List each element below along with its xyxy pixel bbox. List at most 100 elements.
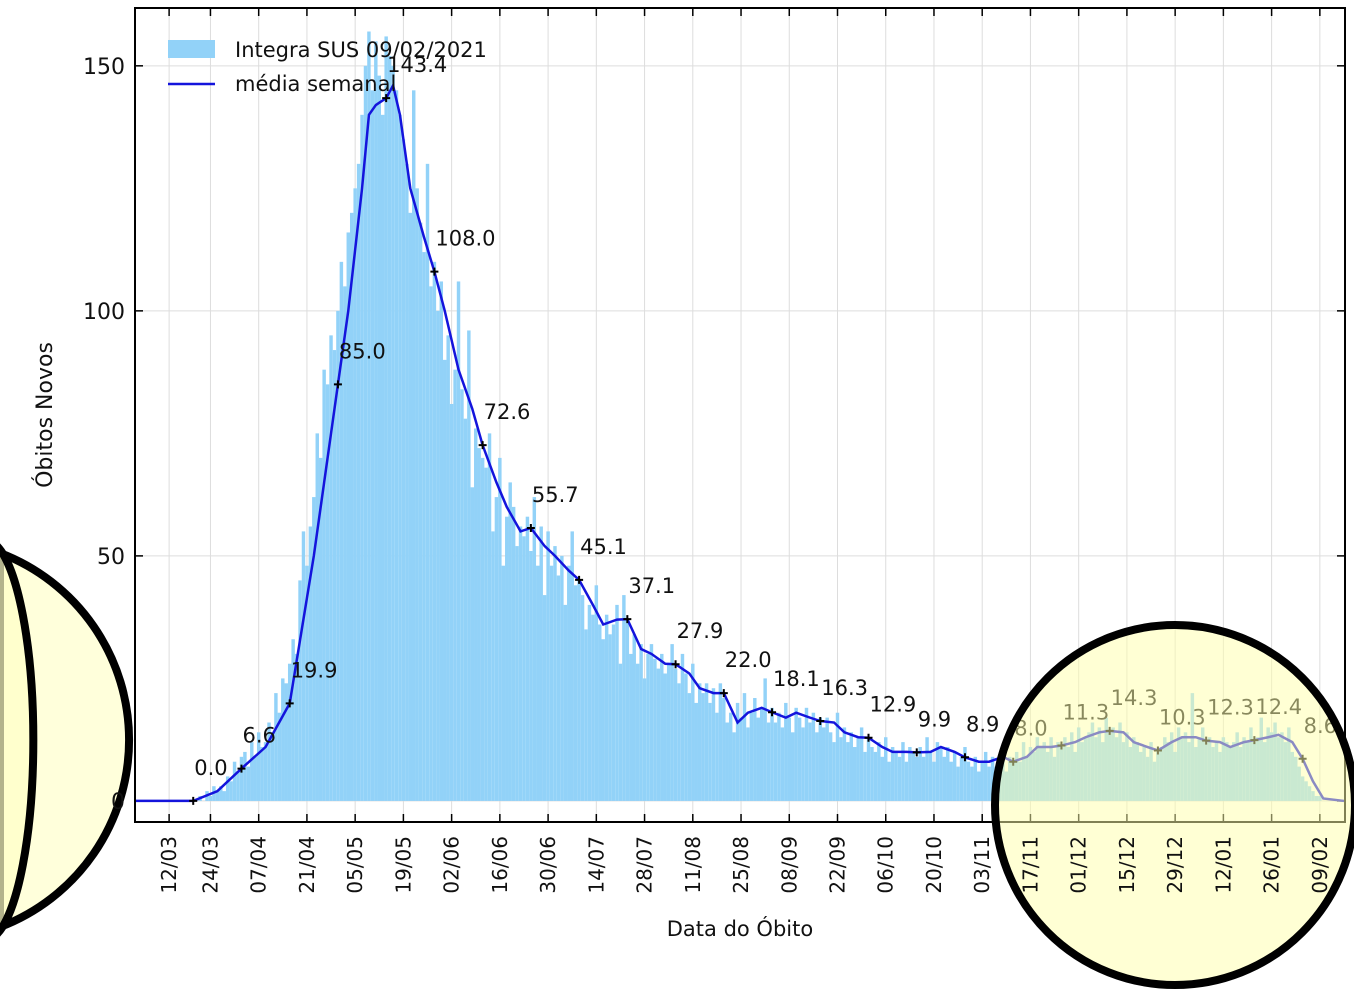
bar [246, 766, 251, 801]
bar [673, 668, 678, 801]
bar [773, 722, 778, 801]
bar [232, 761, 237, 801]
marker [285, 699, 294, 708]
bar [291, 639, 295, 801]
bar [952, 751, 957, 801]
bar [884, 737, 888, 801]
marker [912, 748, 921, 757]
bar [467, 330, 471, 801]
bar [356, 163, 361, 801]
marker [237, 764, 246, 773]
bar [780, 727, 785, 801]
bar [677, 683, 681, 801]
bar [391, 65, 395, 801]
bar [632, 634, 636, 801]
bar [281, 678, 285, 801]
bar [573, 585, 578, 801]
highlight-circle [0, 543, 38, 937]
bar [853, 747, 857, 801]
bar [711, 688, 716, 801]
bar [956, 766, 960, 801]
bar [990, 756, 995, 801]
bar [219, 786, 223, 801]
bar [518, 526, 523, 801]
bar [387, 56, 392, 801]
bar [684, 673, 688, 801]
bar [501, 565, 506, 801]
x-tick-label: 17/11 [1018, 836, 1042, 894]
x-tick-label: 12/03 [157, 836, 181, 894]
bar [532, 497, 537, 801]
marker [816, 717, 825, 726]
bar [215, 791, 220, 801]
bar [243, 751, 247, 801]
bar [942, 756, 947, 801]
bar [701, 693, 705, 801]
bar [742, 693, 747, 801]
bar [308, 526, 313, 801]
bar [759, 707, 764, 801]
data-label: 37.1 [628, 574, 675, 598]
bar [842, 727, 847, 801]
bar [611, 624, 616, 801]
bar [556, 575, 561, 801]
bar [687, 693, 692, 801]
bar [949, 761, 953, 801]
bar [598, 624, 602, 801]
bar [639, 644, 643, 801]
marker [768, 708, 777, 717]
bar [704, 683, 709, 801]
data-label: 19.9 [291, 658, 338, 682]
highlight-circle [0, 548, 134, 932]
bar [315, 433, 319, 801]
bar [432, 261, 437, 801]
bar [260, 747, 264, 801]
bar [225, 776, 230, 801]
marker [526, 523, 535, 532]
bar [463, 418, 468, 801]
bar [873, 751, 878, 801]
x-tick-label: 24/03 [198, 836, 222, 894]
bar [594, 585, 599, 801]
bar [494, 497, 499, 801]
bar [346, 232, 350, 801]
bar [312, 497, 316, 801]
bar [332, 350, 337, 801]
marker [719, 689, 728, 698]
data-label: 72.6 [484, 400, 531, 424]
bar [894, 751, 898, 801]
bar [629, 653, 633, 801]
bar [708, 702, 712, 801]
bar [618, 663, 623, 801]
x-tick-label: 22/09 [826, 836, 850, 894]
bar [977, 771, 981, 801]
bar [646, 653, 650, 801]
bar [856, 737, 860, 801]
data-label: 9.9 [918, 707, 951, 731]
bar [491, 531, 495, 801]
data-label: 18.1 [773, 667, 820, 691]
bar [325, 384, 330, 801]
bar [653, 658, 657, 801]
marker [382, 94, 391, 103]
bar [343, 286, 347, 801]
bar [339, 261, 344, 801]
bar [735, 702, 740, 801]
bar [487, 433, 492, 801]
bar [715, 712, 719, 801]
bar [608, 634, 612, 801]
bar [649, 644, 654, 801]
x-axis-label: Data do Óbito [667, 916, 813, 941]
bar [408, 212, 413, 801]
bar [263, 742, 268, 801]
bar [660, 653, 664, 801]
bar [622, 595, 626, 801]
bar [887, 761, 891, 801]
bar [370, 90, 375, 801]
bar [615, 604, 619, 801]
bar [925, 737, 929, 801]
bar [859, 727, 864, 801]
bar [718, 683, 723, 801]
bar [766, 722, 771, 801]
x-tick-label: 09/02 [1308, 836, 1332, 894]
